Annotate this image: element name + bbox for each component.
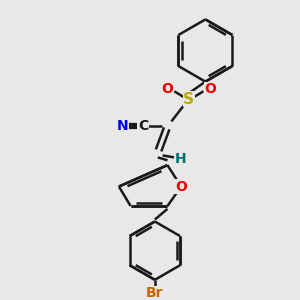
Text: O: O [204,82,216,96]
Text: C: C [138,119,148,133]
Text: O: O [175,179,187,194]
Text: O: O [162,82,173,96]
Text: H: H [174,152,186,166]
Text: S: S [183,92,194,106]
Text: Br: Br [146,286,164,300]
Text: N: N [117,119,129,133]
